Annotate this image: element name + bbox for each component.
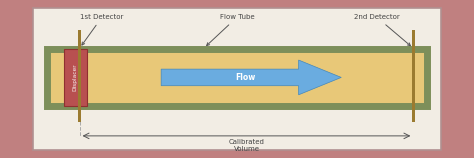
Bar: [64, 49, 87, 106]
Text: Displacer: Displacer: [73, 64, 78, 91]
Bar: [411, 30, 415, 122]
FancyBboxPatch shape: [33, 8, 441, 150]
FancyArrow shape: [161, 60, 341, 95]
Bar: [78, 30, 82, 122]
Text: Calibrated
Volume: Calibrated Volume: [228, 139, 264, 152]
Bar: [47, 49, 427, 106]
Text: Flow Tube: Flow Tube: [207, 14, 255, 46]
Text: 1st Detector: 1st Detector: [80, 14, 124, 45]
Text: 2nd Detector: 2nd Detector: [354, 14, 410, 46]
Text: Flow: Flow: [236, 73, 256, 82]
